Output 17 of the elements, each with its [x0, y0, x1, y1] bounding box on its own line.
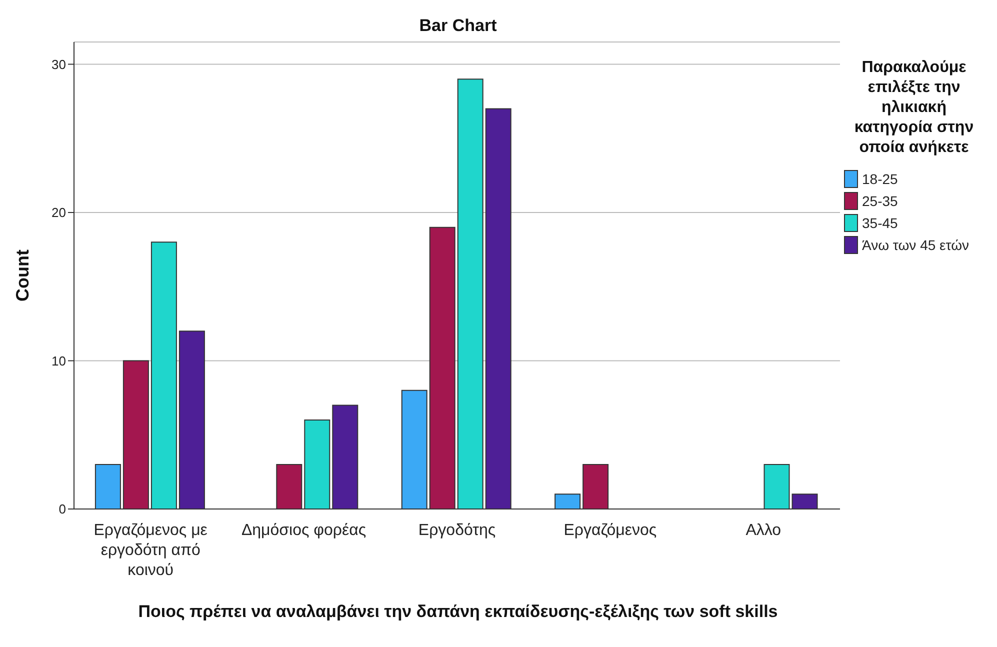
x-tick-label: Εργαζόμενος με εργοδότη από κοινού: [94, 522, 208, 579]
legend-label: 35-45: [861, 214, 899, 233]
y-axis-title: Count: [12, 250, 32, 302]
x-tick-label: Εργαζόμενος: [564, 522, 657, 539]
y-tick-label: 30: [52, 56, 66, 72]
y-tick-label: 20: [52, 205, 66, 220]
y-tick-label: 0: [58, 502, 66, 517]
legend-label: Άνω των 45 ετών: [861, 236, 970, 255]
legend-label: 25-35: [861, 192, 899, 211]
chart-title: Bar Chart: [418, 16, 498, 36]
legend-label: 18-25: [861, 170, 899, 189]
x-axis-title: Ποιος πρέπει να αναλαμβάνει την δαπάνη εκπαίδευσης-εξέλιξης των soft skills: [137, 602, 779, 622]
legend-title: Παρακαλούμε επιλέξτε την ηλικιακή κατηγορία στην οποία ανήκετε: [853, 58, 975, 158]
x-tick-label: Αλλο: [746, 522, 782, 539]
x-tick-label: Δημόσιος φορέας: [241, 522, 366, 539]
y-tick-label: 10: [52, 353, 66, 368]
x-tick-label: Εργοδότης: [418, 522, 496, 539]
